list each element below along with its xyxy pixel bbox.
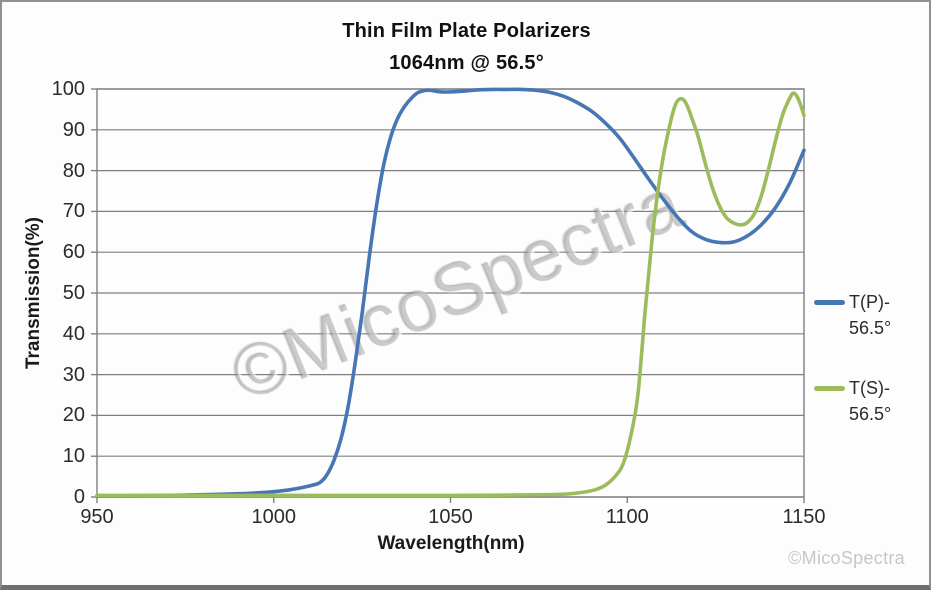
y-tick-label-90: 90 — [62, 118, 85, 141]
ts-series-swatch-icon — [814, 386, 845, 391]
chart-subtitle: 1064nm @ 56.5° — [389, 52, 544, 74]
x-tick-label-1100: 1100 — [605, 506, 649, 528]
legend-entry-tp: T(P)- 56.5° — [814, 289, 891, 341]
legend-entry-ts: T(S)- 56.5° — [814, 375, 891, 427]
legend-label-ts: T(S)- 56.5° — [849, 378, 892, 424]
chart-title: Thin Film Plate Polarizers — [342, 20, 591, 42]
y-tick-label-40: 40 — [62, 322, 85, 345]
y-tick-label-20: 20 — [62, 404, 85, 427]
y-tick-label-80: 80 — [62, 159, 85, 182]
y-tick-label-100: 100 — [51, 78, 85, 100]
x-axis-title: Wavelength(nm) — [377, 533, 525, 554]
y-tick-label-70: 70 — [62, 200, 85, 223]
legend-label-tp: T(P)- 56.5° — [849, 292, 892, 338]
x-tick-label-1150: 1150 — [782, 506, 826, 528]
x-tick-label-1050: 1050 — [428, 506, 473, 528]
y-tick-label-60: 60 — [62, 241, 85, 264]
y-tick-label-50: 50 — [62, 282, 85, 304]
y-tick-label-10: 10 — [62, 445, 85, 468]
x-tick-label-1000: 1000 — [251, 506, 297, 528]
y-tick-label-30: 30 — [62, 363, 85, 386]
diagonal-watermark: ©MicoSpectra — [219, 161, 695, 417]
corner-watermark: ©MicoSpectra — [788, 548, 905, 568]
tp-series-swatch-icon — [814, 300, 845, 305]
y-tick-label-0: 0 — [73, 486, 85, 508]
x-tick-label-950: 950 — [80, 506, 114, 528]
